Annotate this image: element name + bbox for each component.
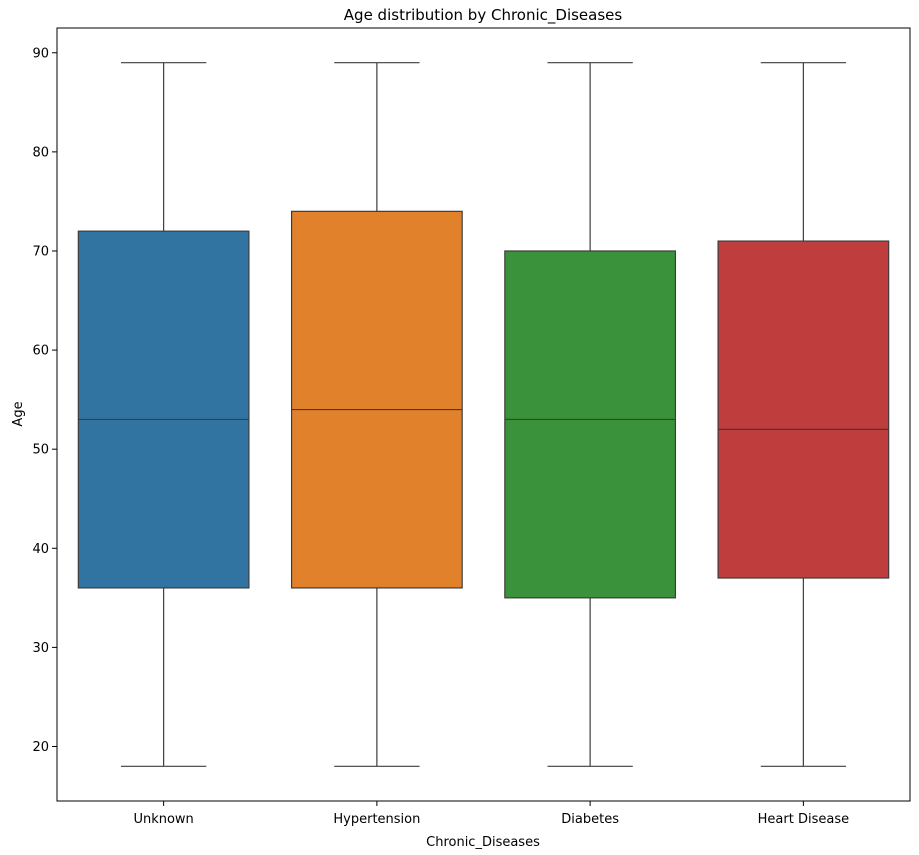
chart-title: Age distribution by Chronic_Diseases — [344, 6, 623, 25]
iqr-box — [77, 230, 250, 589]
plot-frame — [56, 27, 911, 802]
plot-area — [56, 27, 911, 802]
y-tick-label: 40 — [32, 542, 49, 557]
y-tick-label: 50 — [32, 443, 49, 458]
x-tick-label: Hypertension — [333, 812, 420, 827]
x-tick-label: Unknown — [133, 812, 193, 827]
y-axis: 20 30 40 50 60 70 80 90 — [32, 46, 57, 755]
box-unknown — [77, 62, 250, 767]
y-tick-label: 90 — [32, 46, 49, 61]
iqr-box — [717, 240, 890, 579]
x-tick-label: Diabetes — [561, 812, 619, 827]
box-heart-disease — [717, 62, 890, 767]
x-axis: Unknown Hypertension Diabetes Heart Disease — [133, 801, 849, 827]
boxes-group — [77, 62, 890, 767]
y-tick-label: 70 — [32, 244, 49, 259]
x-axis-label: Chronic_Diseases — [426, 835, 540, 850]
y-axis-label: Age — [11, 401, 26, 426]
y-tick-label: 60 — [32, 344, 49, 359]
iqr-box — [290, 210, 463, 589]
iqr-box — [504, 250, 677, 599]
y-tick-label: 30 — [32, 641, 49, 656]
x-tick-label: Heart Disease — [758, 812, 849, 827]
box-hypertension — [290, 62, 463, 767]
y-tick-label: 80 — [32, 145, 49, 160]
y-tick-label: 20 — [32, 740, 49, 755]
box-diabetes — [504, 62, 677, 767]
